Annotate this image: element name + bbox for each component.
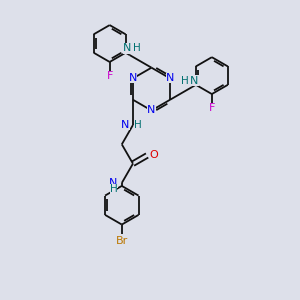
Text: H: H xyxy=(133,44,141,53)
Text: N: N xyxy=(129,74,137,83)
Text: Br: Br xyxy=(116,236,128,246)
Text: N: N xyxy=(121,120,130,130)
Text: F: F xyxy=(106,71,113,81)
Text: O: O xyxy=(149,151,158,160)
Text: N: N xyxy=(147,106,156,116)
Text: F: F xyxy=(209,103,215,113)
Text: H: H xyxy=(110,184,117,194)
Text: H: H xyxy=(181,76,188,85)
Text: H: H xyxy=(134,120,142,130)
Text: N: N xyxy=(123,44,131,53)
Text: N: N xyxy=(190,76,199,85)
Text: N: N xyxy=(109,178,118,188)
Text: N: N xyxy=(166,74,174,83)
